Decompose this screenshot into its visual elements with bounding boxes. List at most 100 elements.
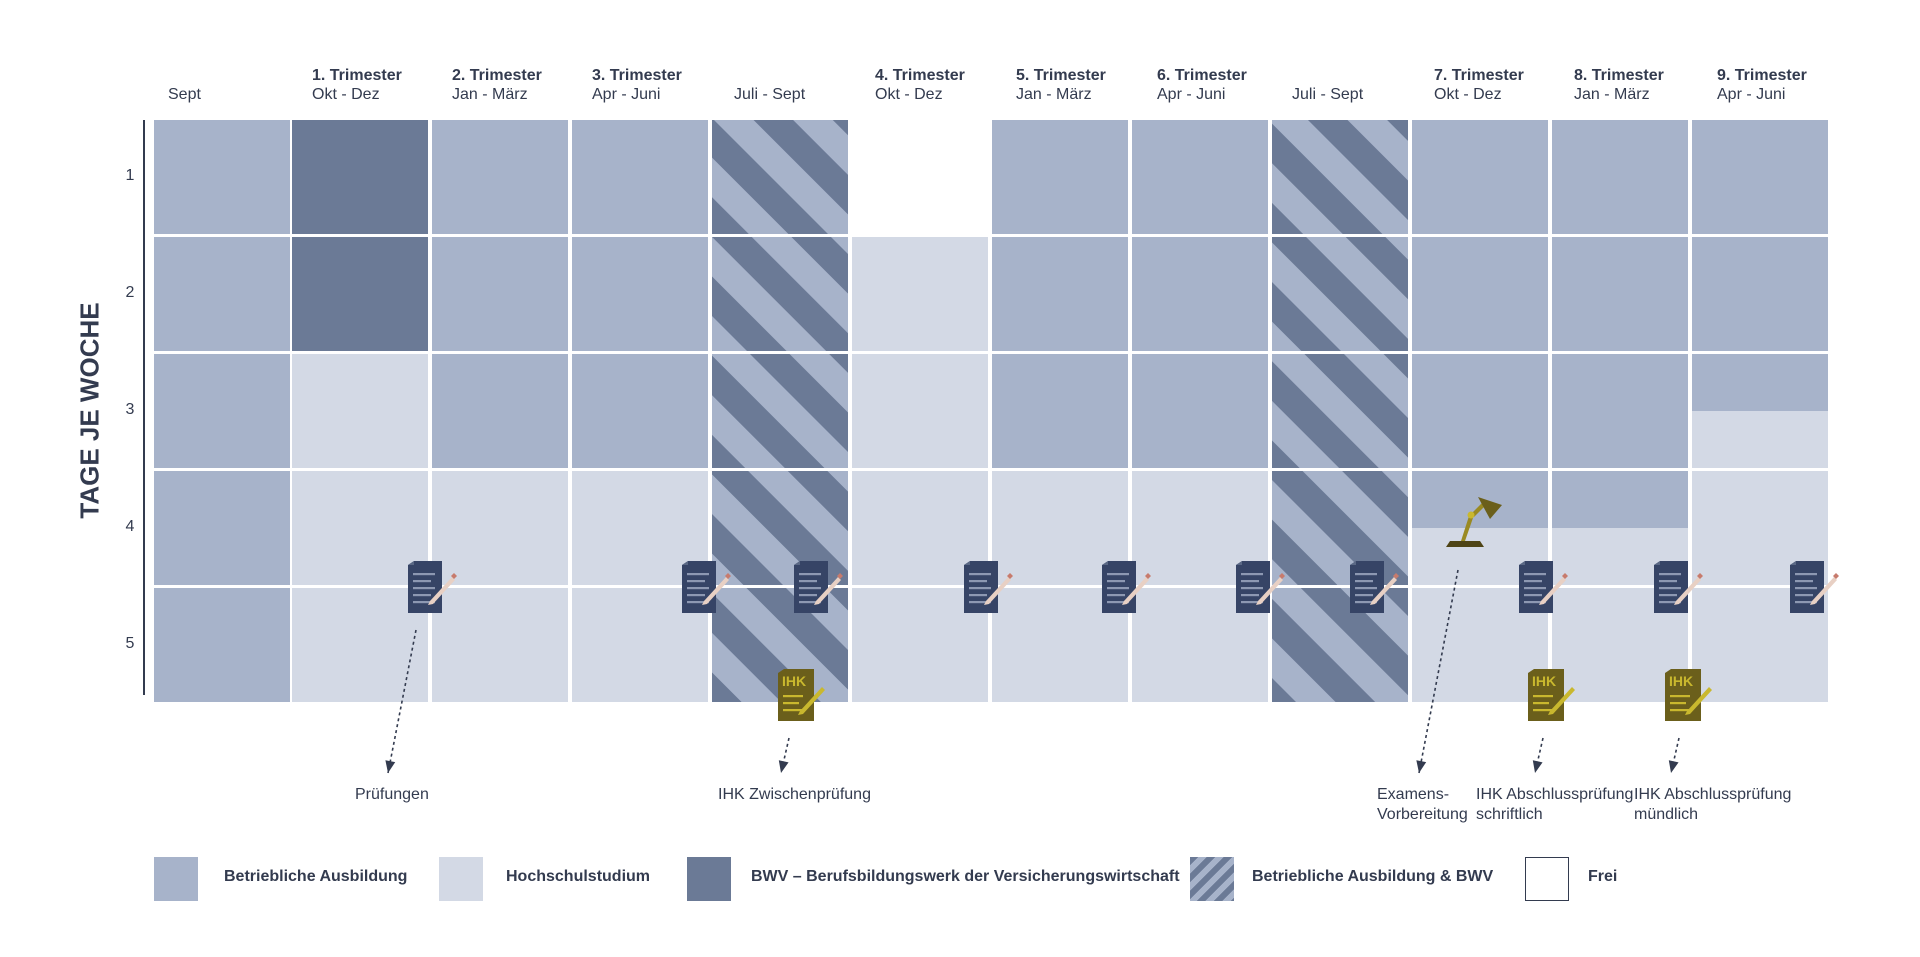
cell-half-bottom: [1692, 411, 1828, 468]
cell: [432, 588, 568, 702]
column-header-title: 9. Trimester: [1717, 67, 1807, 84]
column-header: Juli - Sept: [734, 66, 872, 104]
column-header-period: Juli - Sept: [1292, 86, 1364, 103]
cell: [1412, 354, 1548, 468]
cell: [572, 237, 708, 351]
cell: [852, 120, 988, 234]
cell: [1552, 120, 1688, 234]
dotted-arrow: [385, 629, 417, 774]
document-pencil-icon: [794, 561, 843, 613]
column-header-period: Jan - März: [452, 86, 528, 103]
dotted-arrow: [1532, 737, 1544, 774]
legend-swatch: [1190, 857, 1234, 901]
cell: [572, 354, 708, 468]
column-header: Juli - Sept: [1292, 66, 1430, 104]
document-pencil-icon: [964, 561, 1013, 613]
legend-label: Betriebliche Ausbildung & BWV: [1252, 868, 1494, 885]
column-header-title: [1292, 66, 1430, 85]
ihk-icon-text: IHK: [1669, 673, 1693, 689]
dotted-arrow: [1668, 737, 1680, 774]
column-header: Sept: [168, 66, 306, 104]
column-header-period: Okt - Dez: [875, 86, 943, 103]
cell-striped-column: [1272, 120, 1408, 702]
column-header: 6. Trimester Apr - Juni: [1157, 66, 1295, 104]
column-header-title: [734, 66, 872, 85]
column-header-title: 4. Trimester: [875, 67, 965, 84]
column-header-period: Apr - Juni: [1717, 86, 1786, 103]
annotation-schriftlich-line2: schriftlich: [1476, 806, 1543, 823]
legend-label: Betriebliche Ausbildung: [224, 868, 408, 885]
row-separator: [712, 468, 848, 471]
cell: [1132, 237, 1268, 351]
document-pencil-icon: [1102, 561, 1151, 613]
row-number: 4: [125, 518, 135, 535]
column-header-title: 5. Trimester: [1016, 67, 1106, 84]
cell-half-top: [1552, 471, 1688, 528]
cell: [572, 120, 708, 234]
row-separator: [712, 351, 848, 354]
column-header: 9. Trimester Apr - Juni: [1717, 66, 1855, 104]
cell: [1692, 237, 1828, 351]
document-pencil-icon: [1790, 561, 1839, 613]
row-separator: [712, 234, 848, 237]
cell: [154, 354, 290, 468]
legend-swatch: [154, 857, 198, 901]
column-header-title: 7. Trimester: [1434, 67, 1524, 84]
column-header: 5. Trimester Jan - März: [1016, 66, 1154, 104]
annotation-pruefungen: Prüfungen: [355, 786, 429, 803]
annotation-muendlich-line1: IHK Abschlussprüfung: [1634, 786, 1792, 803]
annotation-abschluss-schriftlich: IHK Abschlussprüfung schriftlich: [1476, 785, 1633, 825]
legend-swatch: [687, 857, 731, 901]
cell: [292, 237, 428, 351]
column-header: 1. Trimester Okt - Dez: [312, 66, 450, 104]
cell: [432, 237, 568, 351]
document-pencil-icon: [1519, 561, 1568, 613]
ihk-document-icon: IHK: [778, 669, 825, 721]
cell: [154, 588, 290, 702]
document-pencil-icon: [1654, 561, 1703, 613]
cell: [1552, 354, 1688, 468]
cell: [852, 237, 988, 351]
ihk-icon-text: IHK: [1532, 673, 1556, 689]
cell-half-top: [1692, 354, 1828, 411]
column-header-period: Jan - März: [1574, 86, 1650, 103]
cell: [432, 471, 568, 585]
column-header-period: Okt - Dez: [312, 86, 380, 103]
annotation-abschluss-muendlich: IHK Abschlussprüfung mündlich: [1634, 785, 1791, 825]
column-header-title: 8. Trimester: [1574, 67, 1664, 84]
cell: [432, 354, 568, 468]
desk-lamp-icon: [1446, 497, 1502, 547]
annotation-examensvorbereitung: Examens- Vorbereitung: [1377, 785, 1468, 825]
ihk-document-icon: IHK: [1665, 669, 1712, 721]
cell: [1132, 120, 1268, 234]
column-header-period: Apr - Juni: [592, 86, 661, 103]
cell: [154, 120, 290, 234]
row-number: 3: [125, 401, 135, 418]
cell: [992, 237, 1128, 351]
annotation-examensvorbereitung-line2: Vorbereitung: [1377, 806, 1468, 823]
column-header-title: 3. Trimester: [592, 67, 682, 84]
cell-striped-column: [712, 120, 848, 702]
cell: [1412, 120, 1548, 234]
column-header: 4. Trimester Okt - Dez: [875, 66, 1013, 104]
row-separator: [1272, 234, 1408, 237]
column-header-title: 6. Trimester: [1157, 67, 1247, 84]
cell: [432, 120, 568, 234]
column-header-title: 1. Trimester: [312, 67, 402, 84]
document-pencil-icon: [1236, 561, 1285, 613]
cell: [292, 120, 428, 234]
cell: [1132, 354, 1268, 468]
legend-label: BWV – Berufsbildungswerk der Versicherun…: [751, 868, 1180, 885]
cell: [1412, 237, 1548, 351]
row-separator: [1272, 351, 1408, 354]
y-axis-title: TAGE JE WOCHE: [74, 302, 105, 519]
legend-label: Frei: [1588, 868, 1618, 885]
legend-swatch: [1525, 857, 1569, 901]
ihk-document-icon: IHK: [1528, 669, 1575, 721]
column-header-period: Okt - Dez: [1434, 86, 1502, 103]
column-header-period: Apr - Juni: [1157, 86, 1226, 103]
column-header: 2. Trimester Jan - März: [452, 66, 590, 104]
cells: [154, 120, 1828, 702]
